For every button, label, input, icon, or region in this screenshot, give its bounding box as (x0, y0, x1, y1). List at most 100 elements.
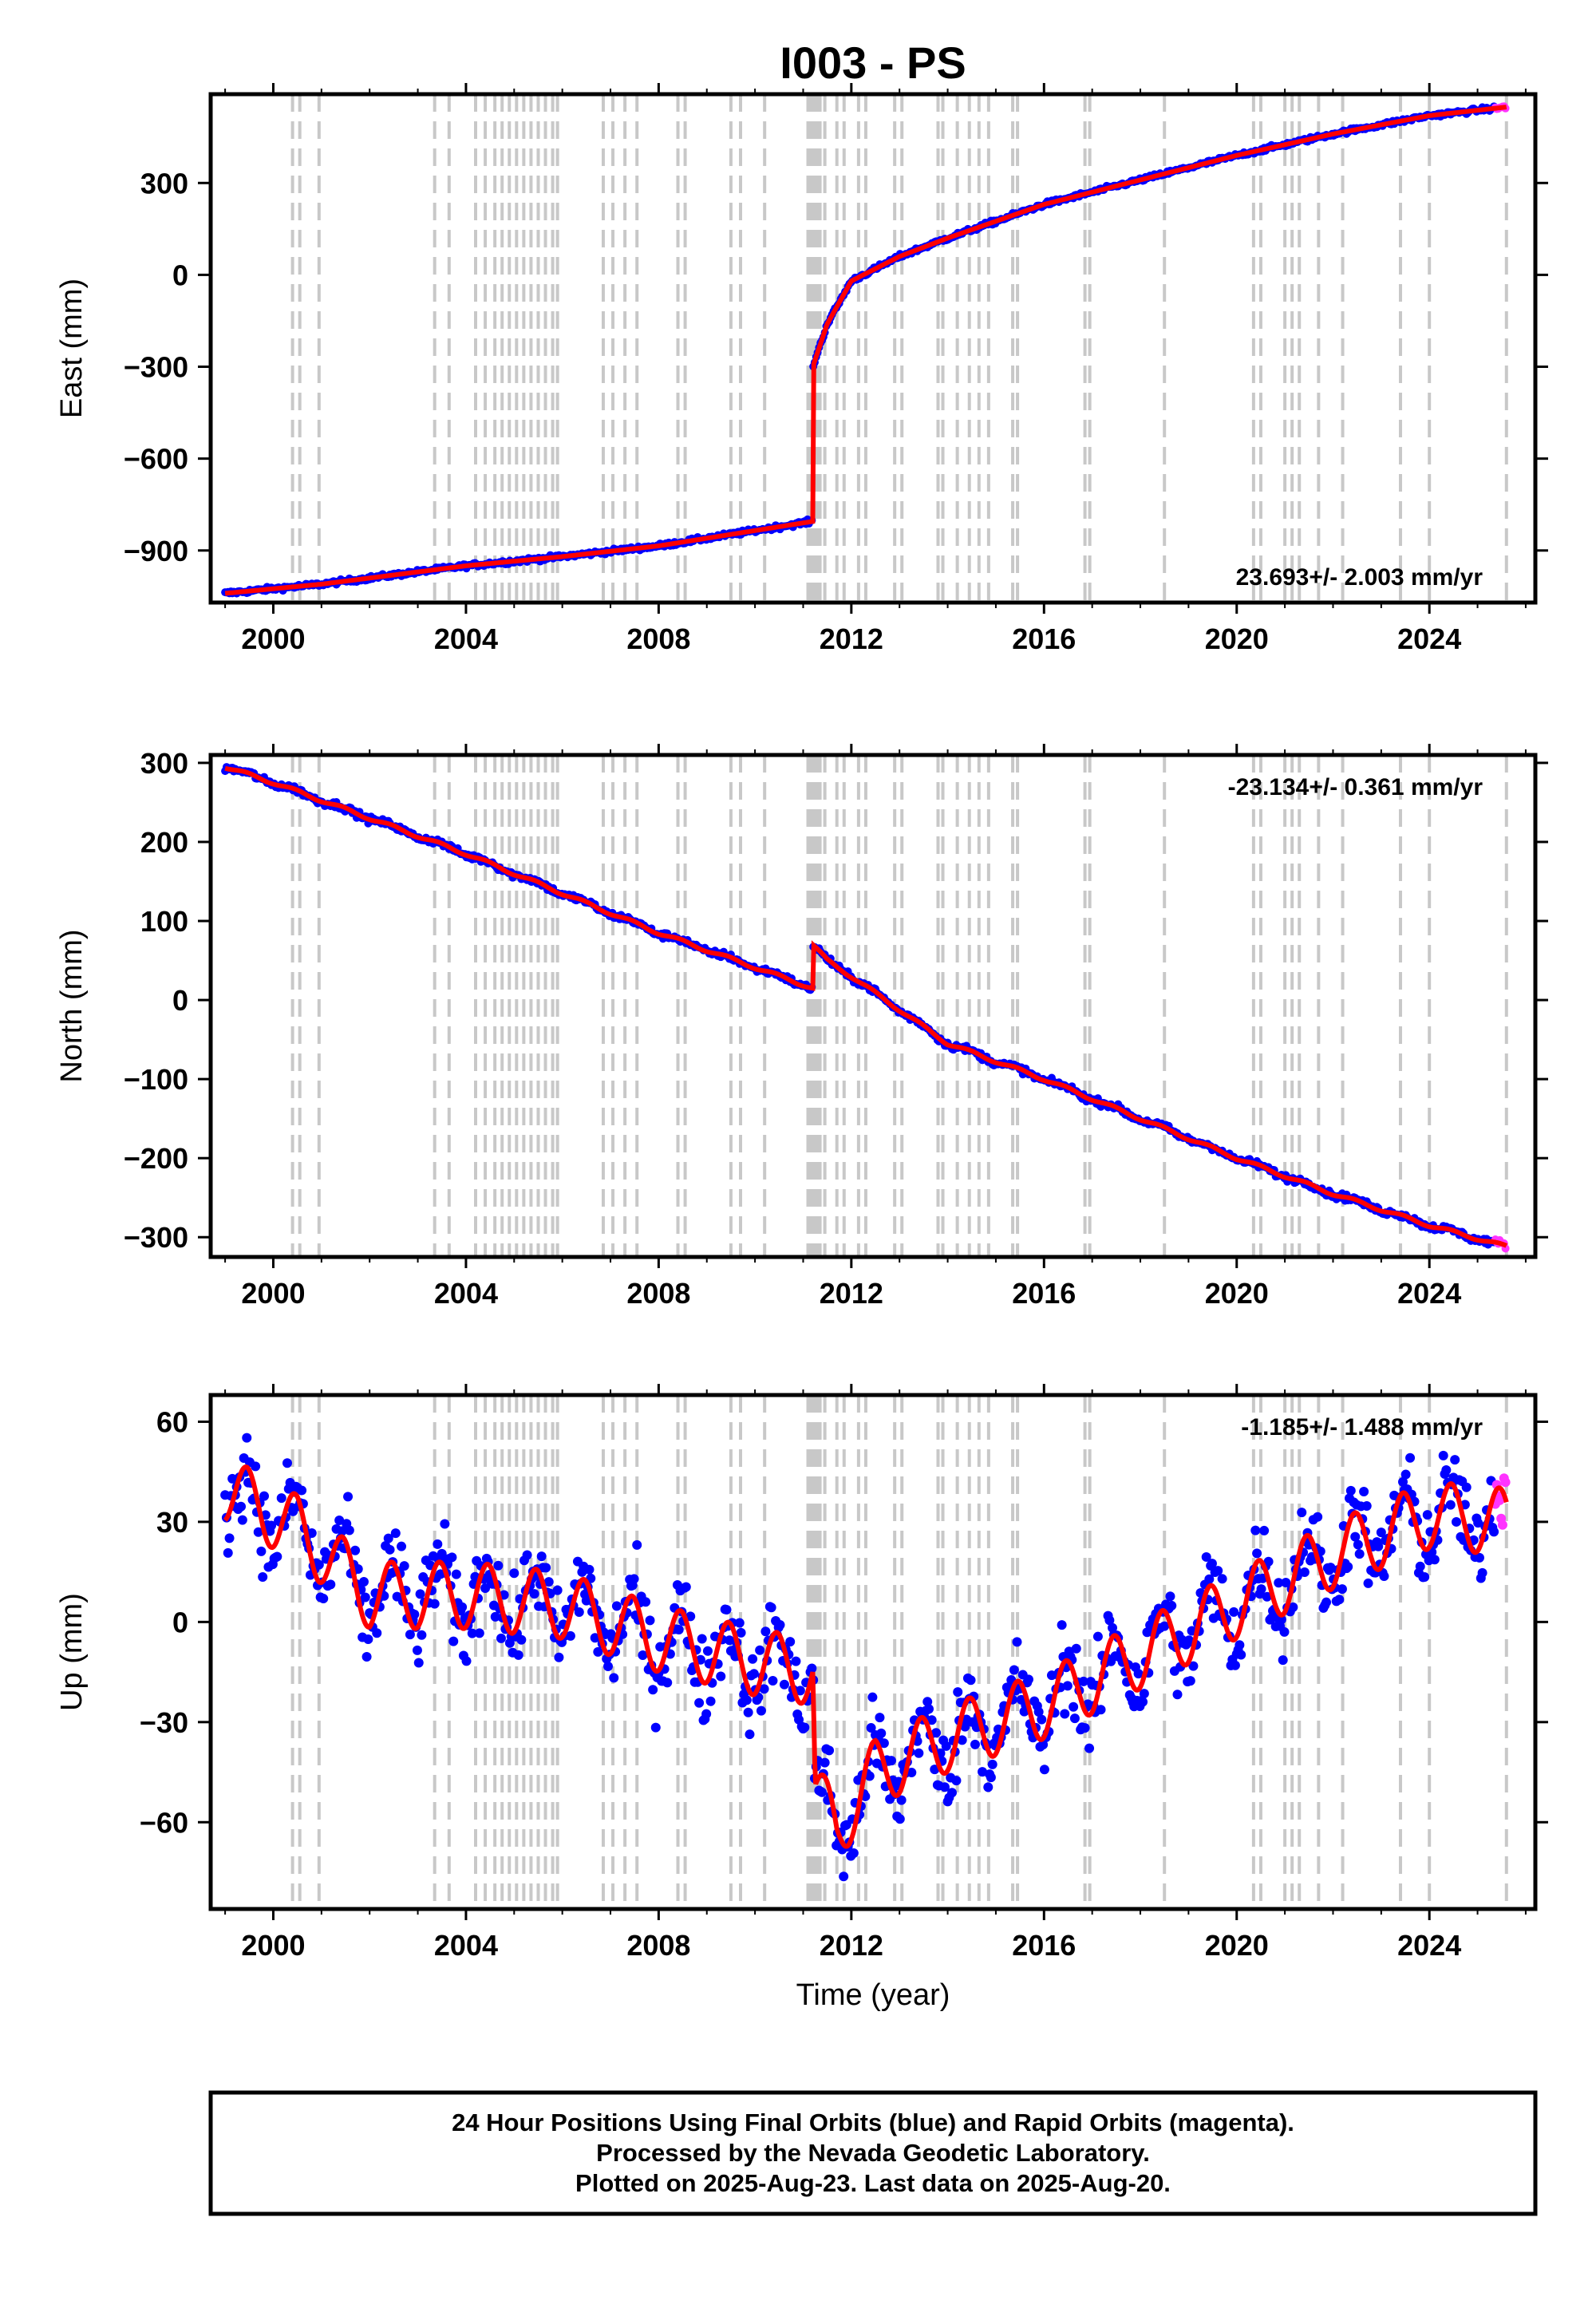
data-point (522, 1550, 532, 1560)
data-point (662, 1678, 673, 1688)
x-tick-label: 2008 (626, 622, 690, 655)
data-point (749, 1669, 759, 1679)
data-point (775, 1620, 785, 1630)
data-point (779, 1679, 789, 1690)
data-point (383, 1533, 393, 1543)
velocity-annotation: 23.693+/- 2.003 mm/yr (1236, 564, 1483, 591)
data-point (1204, 1574, 1215, 1584)
data-point (259, 1491, 270, 1501)
data-point (1256, 1584, 1266, 1595)
data-point (1263, 1556, 1274, 1567)
y-tick-label: −900 (124, 535, 188, 567)
data-point (318, 1594, 329, 1604)
data-point (1133, 1669, 1144, 1679)
data-point (1299, 1567, 1310, 1577)
data-point (372, 1628, 382, 1638)
x-tick-label: 2016 (1012, 622, 1076, 655)
data-point (385, 1544, 395, 1555)
data-point (785, 1637, 796, 1647)
data-point (603, 1661, 613, 1671)
data-point (766, 1603, 776, 1613)
data-point (1069, 1713, 1080, 1724)
data-point (267, 1520, 277, 1531)
data-point (1230, 1660, 1240, 1670)
x-tick-label: 2000 (241, 622, 305, 655)
data-point (1500, 1477, 1511, 1488)
data-point (839, 1871, 849, 1882)
data-point (1438, 1450, 1448, 1460)
data-point (1259, 1525, 1270, 1535)
data-point (554, 1652, 564, 1662)
data-point (1092, 1631, 1103, 1642)
data-point (258, 1571, 268, 1582)
data-point (326, 1579, 336, 1590)
plot-area (220, 1395, 1511, 1909)
y-tick-label: 30 (156, 1506, 188, 1539)
data-point (721, 1604, 732, 1614)
data-point (1138, 1697, 1148, 1707)
data-point (282, 1458, 292, 1468)
data-point (1415, 1561, 1425, 1571)
data-point (648, 1685, 658, 1695)
data-point (1207, 1559, 1217, 1569)
data-point (966, 1675, 976, 1686)
data-point (543, 1577, 554, 1587)
data-point (1474, 1552, 1484, 1563)
plot-frame (208, 92, 1538, 605)
x-tick-label: 2016 (1012, 1277, 1076, 1310)
data-point (272, 1551, 282, 1562)
data-point (1429, 1555, 1440, 1565)
y-tick-label: −100 (124, 1063, 188, 1096)
y-tick-label: −300 (124, 1221, 188, 1254)
north-panel: 2000 2004 2008 2012 2016 2020 2024 300 200 100 0 −1… (55, 744, 1548, 1310)
data-point (314, 1559, 324, 1570)
data-point (437, 1548, 447, 1559)
data-point (242, 1433, 252, 1443)
data-point (363, 1634, 373, 1644)
plot-frame (208, 1393, 1538, 1911)
velocity-annotation: -23.134+/- 0.361 mm/yr (1228, 774, 1483, 800)
data-point (1373, 1541, 1384, 1551)
data-point (895, 1814, 905, 1824)
data-point (1334, 1595, 1345, 1605)
data-point (1038, 1740, 1049, 1750)
x-tick-label: 2024 (1397, 1277, 1461, 1310)
x-tick-label: 2004 (434, 622, 498, 655)
data-point (480, 1583, 491, 1593)
data-point (896, 1795, 907, 1805)
data-point (297, 1485, 307, 1496)
data-point (224, 1533, 235, 1543)
x-tick-label: 2004 (434, 1277, 498, 1310)
x-tick-label: 2000 (241, 1929, 305, 1962)
data-point (953, 1687, 963, 1697)
data-point (343, 1492, 354, 1502)
data-point (1297, 1508, 1307, 1518)
data-point (1359, 1486, 1369, 1496)
y-tick-label: −30 (140, 1706, 188, 1739)
y-tick-label: 0 (172, 259, 188, 291)
data-point (358, 1576, 369, 1587)
data-point (987, 1759, 998, 1769)
data-point (951, 1776, 962, 1786)
data-point (1062, 1681, 1073, 1691)
data-point (399, 1561, 409, 1571)
data-point (1069, 1701, 1079, 1712)
x-tick-label: 2020 (1205, 1277, 1269, 1310)
data-point (1037, 1714, 1047, 1725)
data-point (1405, 1452, 1416, 1463)
data-point (702, 1646, 713, 1656)
data-point (490, 1611, 500, 1622)
data-point (417, 1630, 427, 1640)
x-tick-label: 2016 (1012, 1929, 1076, 1962)
data-point (1376, 1528, 1386, 1538)
data-point (1060, 1709, 1070, 1719)
x-tick-label: 2012 (820, 1929, 883, 1962)
data-point (1188, 1661, 1199, 1671)
data-point (350, 1545, 361, 1555)
data-point (227, 1473, 238, 1484)
data-point (807, 1663, 817, 1674)
data-point (970, 1739, 980, 1749)
x-tick-label: 2024 (1397, 1929, 1461, 1962)
data-point (412, 1645, 422, 1655)
data-point (256, 1546, 267, 1556)
